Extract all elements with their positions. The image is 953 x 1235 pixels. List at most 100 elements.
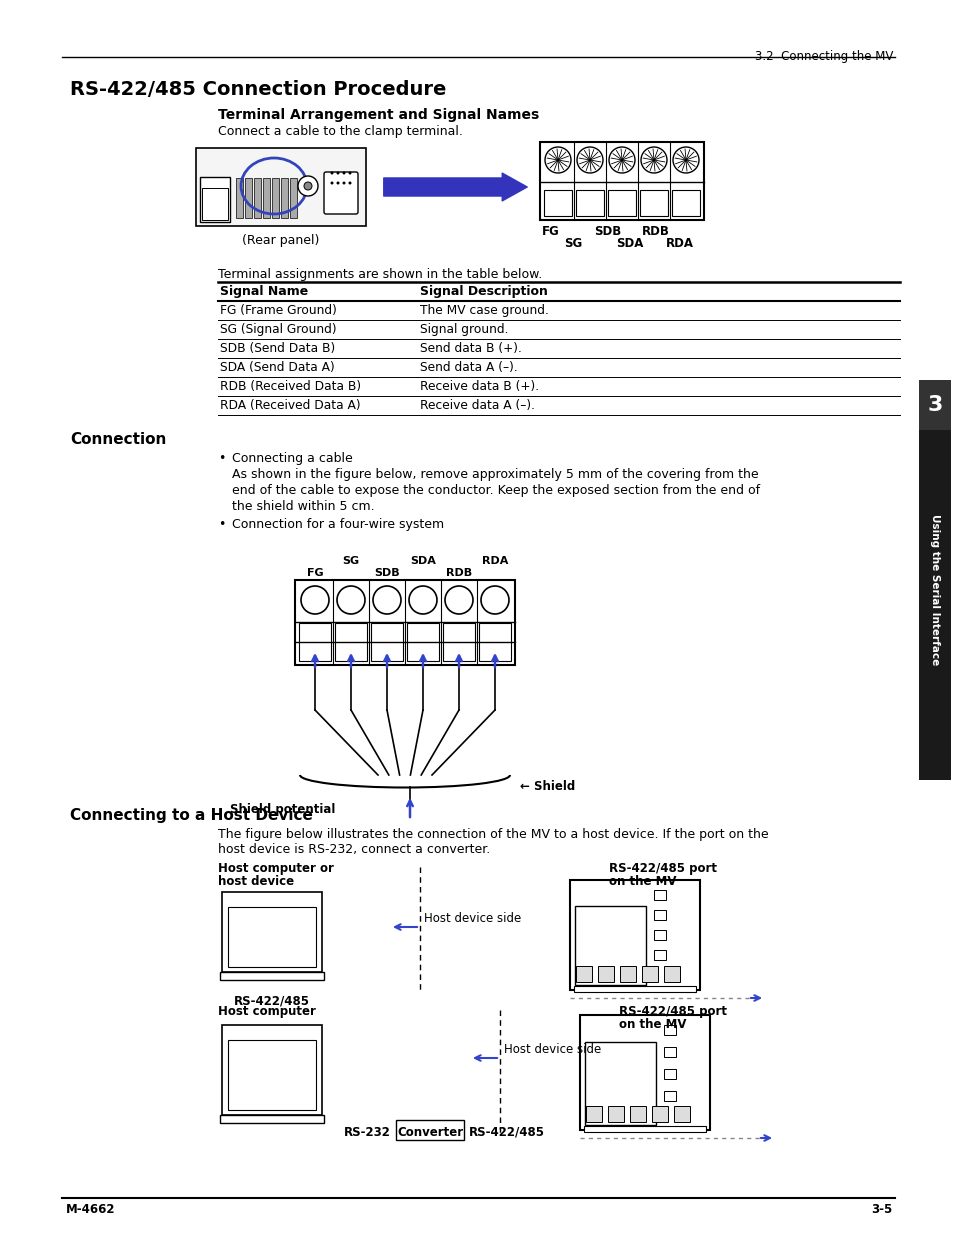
Bar bbox=[607, 1107, 623, 1123]
Bar bbox=[228, 1040, 315, 1110]
Circle shape bbox=[330, 172, 334, 174]
Bar bbox=[576, 966, 592, 982]
Circle shape bbox=[373, 585, 400, 614]
Text: Host computer or: Host computer or bbox=[218, 862, 334, 876]
Circle shape bbox=[336, 182, 339, 184]
Text: RDA: RDA bbox=[481, 556, 508, 566]
Circle shape bbox=[301, 585, 329, 614]
Bar bbox=[598, 966, 614, 982]
Text: Host device side: Host device side bbox=[503, 1044, 600, 1056]
Bar bbox=[442, 622, 475, 661]
Bar bbox=[539, 142, 703, 220]
Text: the shield within 5 cm.: the shield within 5 cm. bbox=[232, 500, 375, 513]
Text: SG: SG bbox=[342, 556, 359, 566]
Text: FG: FG bbox=[306, 568, 323, 578]
Bar bbox=[629, 1107, 645, 1123]
Text: SDA: SDA bbox=[616, 237, 643, 249]
Bar bbox=[918, 380, 950, 430]
Text: RDA (Received Data A): RDA (Received Data A) bbox=[220, 399, 360, 412]
Text: SDA: SDA bbox=[410, 556, 436, 566]
Text: Shield potential: Shield potential bbox=[230, 804, 335, 816]
Bar bbox=[664, 1091, 676, 1100]
Bar bbox=[663, 966, 679, 982]
Text: Host computer: Host computer bbox=[218, 1005, 315, 1018]
Text: SDA (Send Data A): SDA (Send Data A) bbox=[220, 361, 335, 374]
Bar bbox=[654, 890, 666, 900]
Bar bbox=[371, 622, 402, 661]
Text: Receive data B (+).: Receive data B (+). bbox=[419, 380, 538, 393]
Text: 3-5: 3-5 bbox=[870, 1203, 891, 1216]
Text: RS-422/485 Connection Procedure: RS-422/485 Connection Procedure bbox=[70, 80, 446, 99]
Text: Connect a cable to the clamp terminal.: Connect a cable to the clamp terminal. bbox=[218, 125, 462, 138]
Text: Host device side: Host device side bbox=[423, 911, 520, 925]
Text: RDB (Received Data B): RDB (Received Data B) bbox=[220, 380, 361, 393]
Text: 3.2  Connecting the MV: 3.2 Connecting the MV bbox=[754, 49, 892, 63]
Bar bbox=[664, 1047, 676, 1057]
Circle shape bbox=[348, 182, 351, 184]
Bar bbox=[395, 1120, 463, 1140]
Text: SG (Signal Ground): SG (Signal Ground) bbox=[220, 324, 336, 336]
Circle shape bbox=[342, 172, 345, 174]
Circle shape bbox=[336, 585, 365, 614]
Bar bbox=[584, 1042, 656, 1125]
Bar bbox=[407, 622, 438, 661]
Bar bbox=[294, 580, 515, 664]
Text: Terminal Arrangement and Signal Names: Terminal Arrangement and Signal Names bbox=[218, 107, 538, 122]
Circle shape bbox=[444, 585, 473, 614]
Text: RS-422/485: RS-422/485 bbox=[469, 1125, 544, 1139]
Text: FG: FG bbox=[541, 225, 559, 238]
Text: Terminal assignments are shown in the table below.: Terminal assignments are shown in the ta… bbox=[218, 268, 541, 282]
Text: SG: SG bbox=[564, 237, 582, 249]
Bar bbox=[639, 190, 667, 216]
Text: 3: 3 bbox=[926, 395, 942, 415]
FancyBboxPatch shape bbox=[324, 172, 357, 214]
Bar bbox=[575, 905, 646, 986]
Bar bbox=[585, 1107, 601, 1123]
Bar bbox=[222, 1025, 322, 1115]
Bar bbox=[245, 178, 252, 219]
Text: Send data A (–).: Send data A (–). bbox=[419, 361, 517, 374]
Text: host device: host device bbox=[218, 876, 294, 888]
Text: RS-232: RS-232 bbox=[344, 1125, 391, 1139]
Text: RS-422/485 port: RS-422/485 port bbox=[608, 862, 717, 876]
Bar bbox=[220, 972, 324, 981]
Text: SDB (Send Data B): SDB (Send Data B) bbox=[220, 342, 335, 354]
Text: Signal Description: Signal Description bbox=[419, 285, 547, 298]
Bar bbox=[272, 178, 278, 219]
Circle shape bbox=[297, 177, 317, 196]
Text: Connecting to a Host Device: Connecting to a Host Device bbox=[70, 808, 313, 823]
Bar bbox=[671, 190, 700, 216]
Bar bbox=[253, 178, 261, 219]
Circle shape bbox=[330, 182, 334, 184]
Text: As shown in the figure below, remove approximately 5 mm of the covering from the: As shown in the figure below, remove app… bbox=[232, 468, 758, 480]
Bar bbox=[574, 986, 696, 992]
Text: Receive data A (–).: Receive data A (–). bbox=[419, 399, 535, 412]
Text: Send data B (+).: Send data B (+). bbox=[419, 342, 521, 354]
Text: on the MV: on the MV bbox=[618, 1018, 686, 1031]
Text: Signal Name: Signal Name bbox=[220, 285, 308, 298]
FancyArrowPatch shape bbox=[383, 173, 527, 201]
Bar bbox=[195, 148, 366, 226]
Bar bbox=[200, 177, 230, 222]
Text: Using the Serial Interface: Using the Serial Interface bbox=[929, 514, 939, 666]
Bar bbox=[664, 1070, 676, 1079]
Text: RDB: RDB bbox=[445, 568, 472, 578]
Bar bbox=[641, 966, 658, 982]
Text: end of the cable to expose the conductor. Keep the exposed section from the end : end of the cable to expose the conductor… bbox=[232, 484, 760, 496]
Bar bbox=[290, 178, 296, 219]
Bar bbox=[607, 190, 636, 216]
Text: FG (Frame Ground): FG (Frame Ground) bbox=[220, 304, 336, 317]
Text: Connection for a four-wire system: Connection for a four-wire system bbox=[232, 517, 444, 531]
Text: SDB: SDB bbox=[374, 568, 399, 578]
Bar bbox=[651, 1107, 667, 1123]
Circle shape bbox=[336, 172, 339, 174]
Text: host device is RS-232, connect a converter.: host device is RS-232, connect a convert… bbox=[218, 844, 490, 856]
Bar bbox=[654, 910, 666, 920]
Circle shape bbox=[342, 182, 345, 184]
Text: •: • bbox=[218, 452, 225, 466]
Circle shape bbox=[348, 172, 351, 174]
Text: RS-422/485 port: RS-422/485 port bbox=[618, 1005, 726, 1018]
Text: RDA: RDA bbox=[665, 237, 693, 249]
Bar bbox=[543, 190, 572, 216]
Bar bbox=[220, 1115, 324, 1123]
